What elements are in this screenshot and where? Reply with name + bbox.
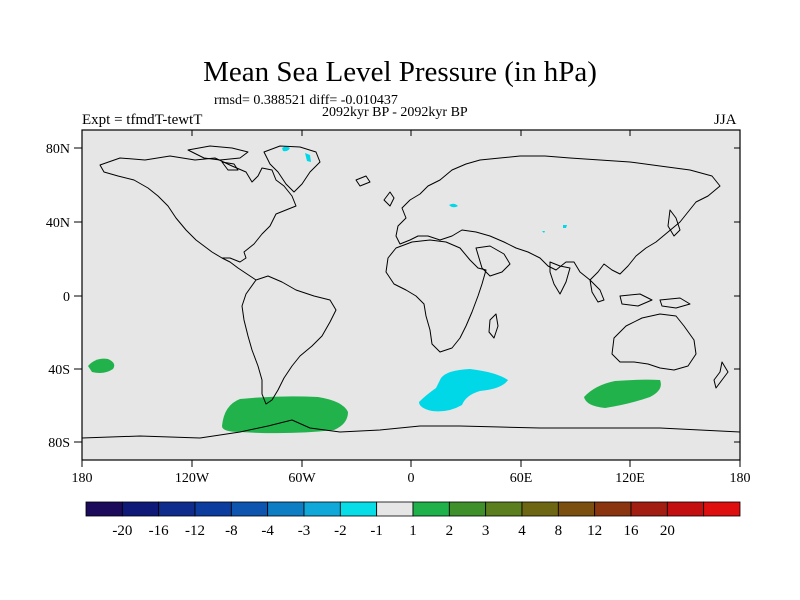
colorbar: [85, 501, 741, 517]
lon-label-180w: 180: [72, 471, 93, 486]
lat-label-80s: 80S: [48, 436, 70, 451]
colorbar-swatch: [158, 501, 196, 517]
coastline-central-america: [221, 257, 257, 281]
colorbar-swatch: [557, 501, 596, 517]
coastline-arctic-islands: [187, 145, 249, 171]
colorbar-label: 3: [482, 523, 490, 539]
anomaly-regions: [88, 146, 661, 434]
coastline-eurasia: [395, 155, 721, 281]
coastline-north-america: [99, 155, 297, 263]
coastline-greenland: [263, 145, 321, 193]
colorbar-swatch: [448, 501, 487, 517]
coastline-southeast-asia: [589, 279, 691, 309]
colorbar-label: -4: [261, 523, 274, 539]
lat-label-40s: 40S: [48, 363, 70, 378]
colorbar-label: 8: [555, 523, 563, 539]
colorbar-labels: -20 -16 -12 -8 -4 -3 -2 -1 1 2 3 4 8 12 16 20: [112, 523, 675, 539]
experiment-label: Expt = tfmdT-tewtT: [82, 112, 203, 128]
positive-anomaly-indian-ocean: [584, 379, 661, 408]
coastline-madagascar: [488, 313, 499, 339]
negative-anomaly-south-atlantic: [419, 369, 508, 412]
map-title: Mean Sea Level Pressure (in hPa): [203, 56, 597, 88]
lon-label-0: 0: [408, 471, 415, 486]
negative-anomaly-greenland-east: [305, 153, 311, 162]
colorbar-swatch: [594, 501, 632, 517]
colorbar-label: 12: [587, 523, 602, 539]
colorbar-label: 1: [409, 523, 417, 539]
colorbar-label: 4: [518, 523, 526, 539]
colorbar-swatch: [194, 501, 232, 517]
colorbar-label: 16: [624, 523, 640, 539]
coastline-japan: [667, 209, 681, 237]
colorbar-swatch: [666, 501, 705, 517]
colorbar-label: 20: [660, 523, 675, 539]
colorbar-label: -12: [185, 523, 205, 539]
colorbar-label: 2: [446, 523, 454, 539]
colorbar-swatch: [521, 501, 559, 517]
coastline-antarctica: [81, 419, 741, 439]
colorbar-swatch: [339, 501, 378, 517]
positive-anomaly-south-pacific: [222, 396, 348, 434]
colorbar-label: -1: [370, 523, 383, 539]
coastline-australia: [611, 313, 697, 371]
coastline-india: [549, 261, 571, 295]
negative-anomaly-asia-small-1: [542, 231, 545, 233]
colorbar-label: -20: [112, 523, 132, 539]
colorbar-swatch: [303, 501, 341, 517]
colorbar-swatch: [376, 501, 414, 517]
colorbar-label: -8: [225, 523, 238, 539]
longitude-axis: [81, 130, 741, 467]
colorbar-swatch: [85, 501, 123, 517]
coastline-south-america: [241, 275, 337, 405]
negative-anomaly-asia-small-2: [563, 225, 567, 228]
map-panel: 80N 40N 0 40S 80S 180 120W 60W 0 60E: [46, 129, 751, 486]
lon-label-120w: 120W: [175, 471, 210, 486]
latitude-axis: [74, 147, 740, 443]
coastline-africa: [385, 239, 487, 353]
lat-label-40n: 40N: [46, 216, 70, 231]
lon-label-180e: 180: [730, 471, 751, 486]
colorbar-swatch: [412, 501, 450, 517]
lat-label-0: 0: [63, 290, 70, 305]
lon-label-60e: 60E: [510, 471, 533, 486]
colorbar-label: -16: [149, 523, 169, 539]
colorbar-swatch: [267, 501, 305, 517]
colorbar-label: -3: [298, 523, 311, 539]
lon-label-120e: 120E: [615, 471, 645, 486]
colorbar-swatch: [630, 501, 668, 517]
latitude-labels: 80N 40N 0 40S 80S: [46, 142, 70, 451]
coastline-uk-iceland: [355, 175, 395, 207]
positive-anomaly-pacific-40s: [88, 358, 115, 373]
lon-label-60w: 60W: [288, 471, 316, 486]
coastlines: [81, 145, 741, 439]
coastline-arabia: [475, 245, 511, 277]
coastline-new-zealand: [713, 361, 729, 389]
lat-label-80n: 80N: [46, 142, 70, 157]
longitude-labels: 180 120W 60W 0 60E 120E 180: [72, 471, 751, 486]
negative-anomaly-caspian: [449, 203, 458, 208]
period-text: 2092kyr BP - 2092kyr BP: [322, 105, 468, 120]
colorbar-label: -2: [334, 523, 347, 539]
negative-anomaly-greenland: [282, 146, 290, 152]
colorbar-swatch: [230, 501, 269, 517]
colorbar-swatch: [121, 501, 160, 517]
colorbar-swatch: [485, 501, 523, 517]
colorbar-swatch: [703, 501, 741, 517]
season-label: JJA: [714, 112, 737, 128]
stats-text: rmsd= 0.388521 diff= -0.010437: [214, 93, 398, 108]
